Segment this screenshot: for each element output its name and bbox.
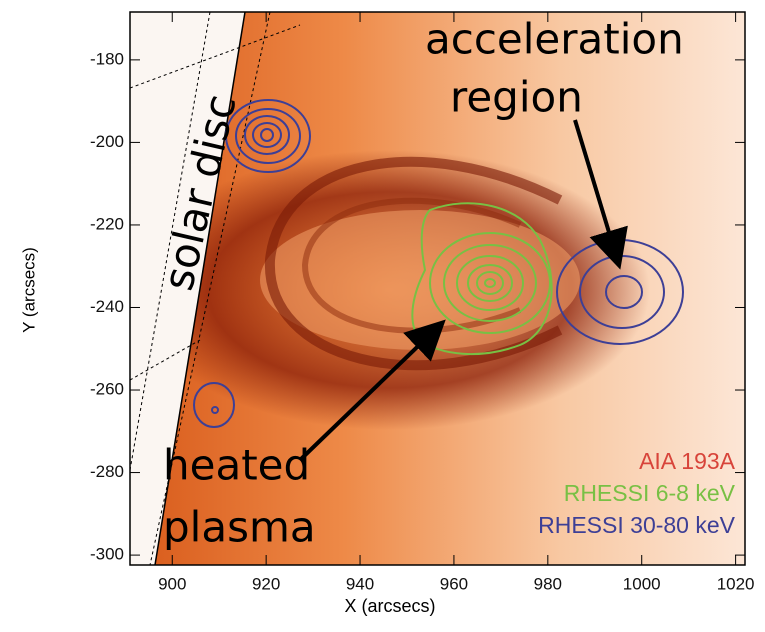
- y-tick-label: -300: [90, 545, 124, 564]
- x-tick-label: 1000: [623, 574, 661, 593]
- x-tick-label: 900: [158, 574, 186, 593]
- x-axis-label: X (arcsecs): [344, 596, 435, 616]
- x-tick-label: 940: [346, 574, 374, 593]
- y-tick-label: -240: [90, 297, 124, 316]
- y-tick-label: -260: [90, 380, 124, 399]
- annotation: plasma: [163, 503, 316, 552]
- x-tick-label: 920: [252, 574, 280, 593]
- y-tick-label: -200: [90, 132, 124, 151]
- x-tick-label: 1020: [717, 574, 755, 593]
- legend-entry: RHESSI 6-8 keV: [564, 480, 736, 506]
- y-tick-label: -220: [90, 214, 124, 233]
- annotation: region: [450, 73, 583, 122]
- legend-entry: AIA 193A: [639, 448, 736, 474]
- y-tick-label: -280: [90, 462, 124, 481]
- annotation: heated: [163, 441, 310, 490]
- y-axis-label: Y (arcsecs): [19, 247, 38, 333]
- x-tick-label: 980: [534, 574, 562, 593]
- y-tick-label: -180: [90, 49, 124, 68]
- annotation: acceleration: [425, 15, 684, 64]
- legend-entry: RHESSI 30-80 keV: [538, 512, 736, 538]
- x-tick-label: 960: [440, 574, 468, 593]
- chart: acceleration region solar disc heated pl…: [0, 0, 765, 627]
